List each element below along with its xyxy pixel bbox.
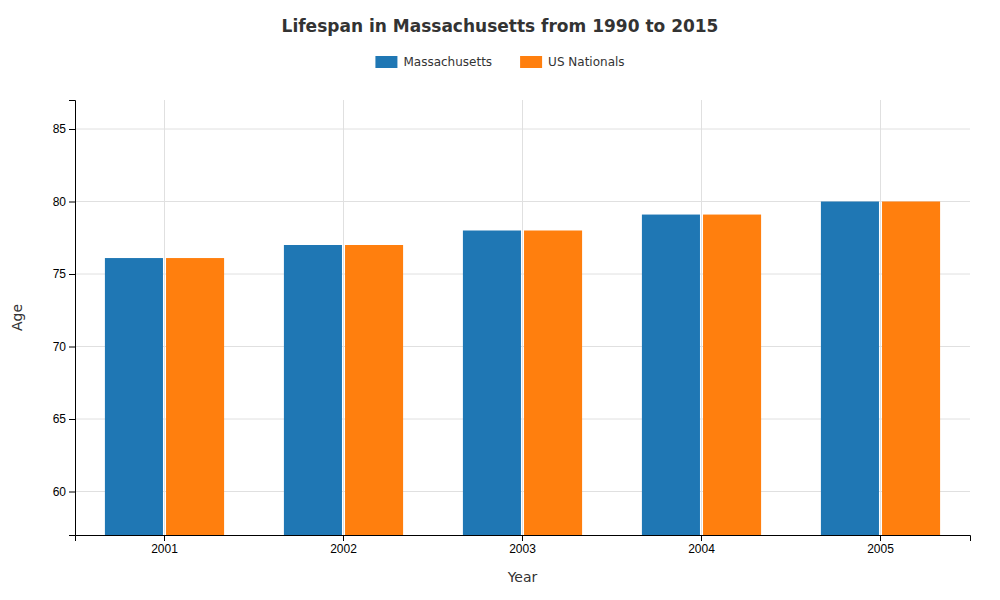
y-tick-mark	[69, 274, 75, 275]
x-tick-mark	[164, 535, 165, 541]
x-tick: 2001	[151, 535, 178, 556]
legend-item: Massachusetts	[375, 55, 492, 69]
grid	[75, 100, 970, 535]
x-tick: 2005	[867, 535, 894, 556]
y-tick: 65	[53, 412, 75, 426]
x-tick-label: 2005	[867, 542, 894, 556]
legend-swatch	[375, 56, 397, 68]
y-tick: 70	[53, 340, 75, 354]
x-tick: 2004	[688, 535, 715, 556]
plot-area: 2001 2002 2003 2004 2005 60 65 70 75 80 85	[53, 100, 971, 556]
x-tick-label: 2002	[330, 542, 357, 556]
x-tick-mark	[522, 535, 523, 541]
bar	[821, 202, 879, 536]
chart-title: Lifespan in Massachusetts from 1990 to 2…	[282, 16, 719, 36]
bar	[703, 215, 761, 535]
grid-line-x	[701, 100, 702, 535]
y-tick-label: 80	[53, 195, 67, 209]
bars	[105, 202, 940, 536]
x-tick-label: 2001	[151, 542, 178, 556]
legend-label: US Nationals	[548, 55, 624, 69]
y-tick-mark	[69, 492, 75, 493]
y-axis-title: Age	[9, 304, 25, 331]
y-tick-label: 65	[53, 412, 67, 426]
x-tick-label: 2003	[509, 542, 536, 556]
y-tick: 75	[53, 267, 75, 281]
grid-line-x	[522, 100, 523, 535]
y-tick-label: 70	[53, 340, 67, 354]
x-axis: 2001 2002 2003 2004 2005	[76, 535, 971, 556]
bar	[345, 245, 403, 535]
bar	[642, 215, 700, 535]
legend-item: US Nationals	[520, 55, 624, 69]
x-tick: 2003	[509, 535, 536, 556]
series-bars	[105, 202, 879, 536]
y-axis-line	[69, 101, 76, 536]
x-tick-label: 2004	[688, 542, 715, 556]
x-tick-mark	[343, 535, 344, 541]
bar	[105, 258, 163, 535]
bar	[166, 258, 224, 535]
chart-svg: 2001 2002 2003 2004 2005 60 65 70 75 80 85 Year Age L…	[0, 0, 1000, 600]
y-tick-mark	[69, 419, 75, 420]
x-tick-mark	[880, 535, 881, 541]
x-tick: 2002	[330, 535, 357, 556]
y-tick-label: 85	[53, 122, 67, 136]
y-tick-mark	[69, 202, 75, 203]
y-tick: 80	[53, 195, 75, 209]
y-tick-mark	[69, 347, 75, 348]
grid-line-x	[164, 100, 165, 535]
y-tick: 85	[53, 122, 75, 136]
y-axis: 60 65 70 75 80 85	[53, 101, 76, 536]
x-axis-title: Year	[507, 569, 538, 585]
grid-line-x	[343, 100, 344, 535]
y-tick-label: 75	[53, 267, 67, 281]
bar	[284, 245, 342, 535]
legend-label: Massachusetts	[403, 55, 492, 69]
legend: Massachusetts US Nationals	[375, 55, 624, 69]
legend-swatch	[520, 56, 542, 68]
y-tick: 60	[53, 485, 75, 499]
x-tick-mark	[701, 535, 702, 541]
bar	[882, 202, 940, 536]
series-bars	[166, 202, 940, 536]
y-tick-mark	[69, 129, 75, 130]
bar	[463, 231, 521, 536]
bar	[524, 231, 582, 536]
chart-container: 2001 2002 2003 2004 2005 60 65 70 75 80 85 Year Age L…	[0, 0, 1000, 600]
y-tick-label: 60	[53, 485, 67, 499]
grid-line-x	[880, 100, 881, 535]
x-axis-line	[76, 536, 971, 542]
